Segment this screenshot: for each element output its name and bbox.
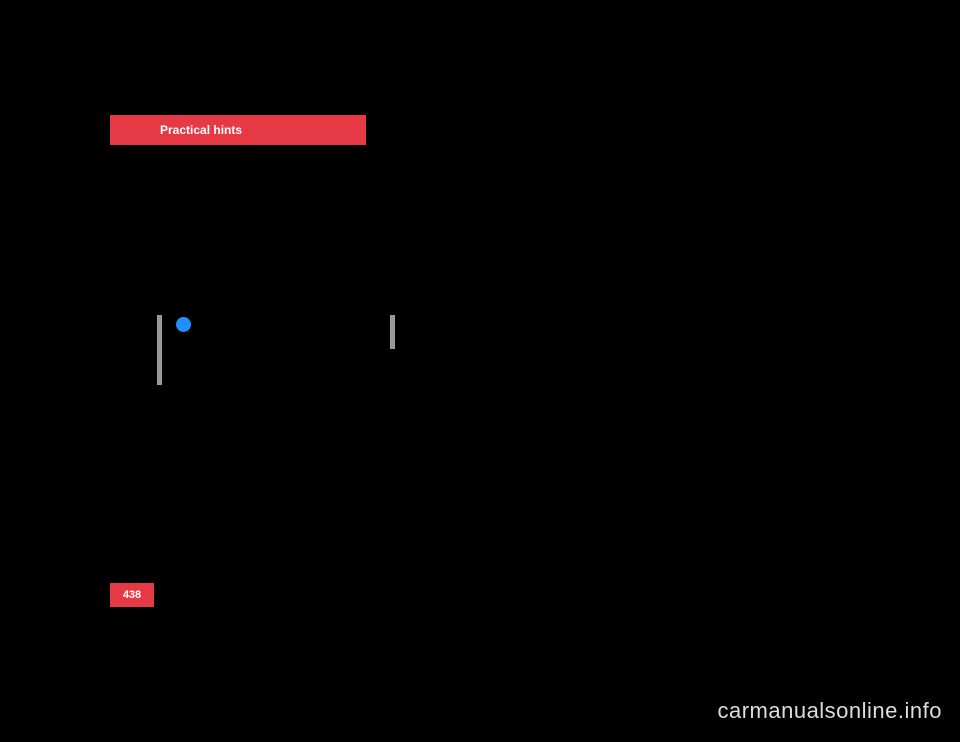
info-box-left-border xyxy=(157,315,162,385)
page-number-badge: 438 xyxy=(110,583,154,607)
section-title: Practical hints xyxy=(160,123,242,137)
page-number: 438 xyxy=(123,589,141,601)
info-note-box xyxy=(157,315,395,385)
watermark-text: carmanualsonline.info xyxy=(717,698,942,724)
manual-page: Practical hints 438 xyxy=(98,80,862,620)
info-icon xyxy=(176,317,191,332)
section-header-tab: Practical hints xyxy=(110,115,366,145)
info-box-right-border xyxy=(390,315,395,349)
